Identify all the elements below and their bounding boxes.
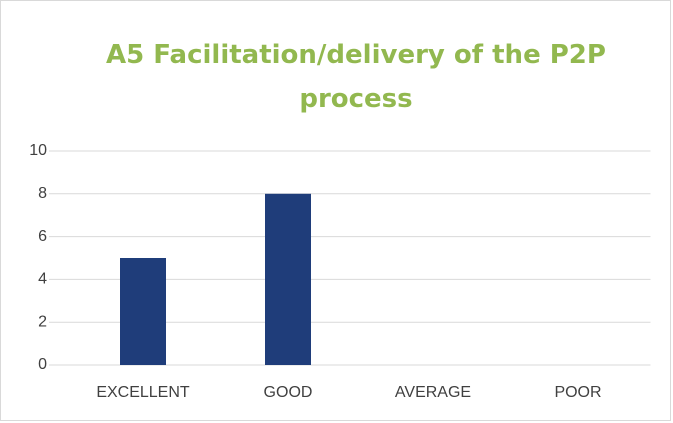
x-tick-label: AVERAGE	[395, 384, 471, 401]
x-tick-label: POOR	[554, 384, 601, 401]
y-tick-label: 4	[38, 271, 47, 288]
x-tick-label: EXCELLENT	[96, 384, 190, 401]
x-tick-label: GOOD	[264, 384, 313, 401]
y-tick-label: 10	[29, 142, 47, 159]
bar	[265, 193, 311, 365]
y-tick-label: 0	[38, 356, 47, 373]
bar	[120, 258, 166, 365]
chart-title: A5 Facilitation/delivery of the P2P proc…	[106, 40, 606, 114]
y-tick-label: 6	[38, 228, 47, 245]
y-tick-label: 2	[38, 313, 47, 330]
y-tick-label: 8	[38, 185, 47, 202]
